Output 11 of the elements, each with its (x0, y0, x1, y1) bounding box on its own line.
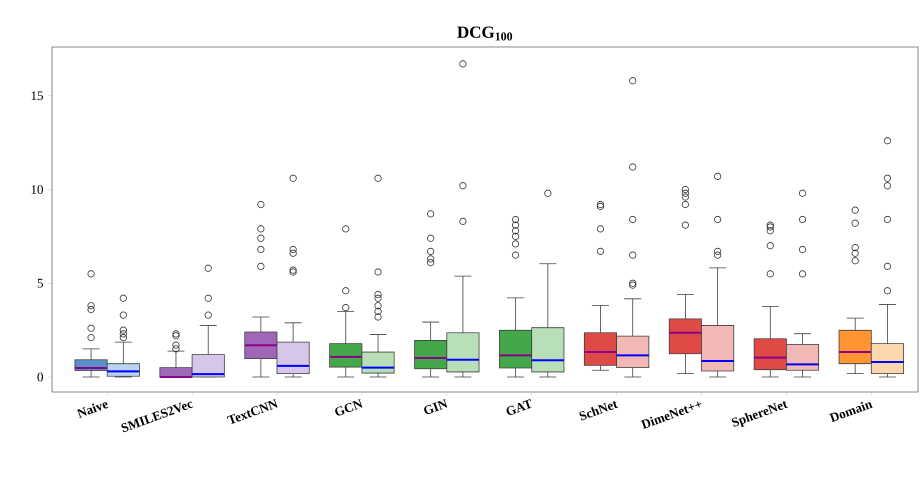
x-tick-label: GCN (335, 398, 362, 416)
x-tick-label: GIN (424, 398, 448, 414)
y-tick-label: 15 (32, 91, 43, 100)
x-tick-label: GAT (506, 398, 532, 415)
x-tick-label: SchNet (579, 400, 618, 420)
chart-title: DCG$_{100}$ (457, 26, 512, 40)
y-tick-label: 10 (32, 185, 43, 194)
y-tick-label: 5 (38, 278, 43, 288)
x-tick-label: Domain (828, 402, 873, 422)
y-tick-label: 0 (37, 372, 43, 382)
x-tick-label: Naive (76, 402, 108, 418)
